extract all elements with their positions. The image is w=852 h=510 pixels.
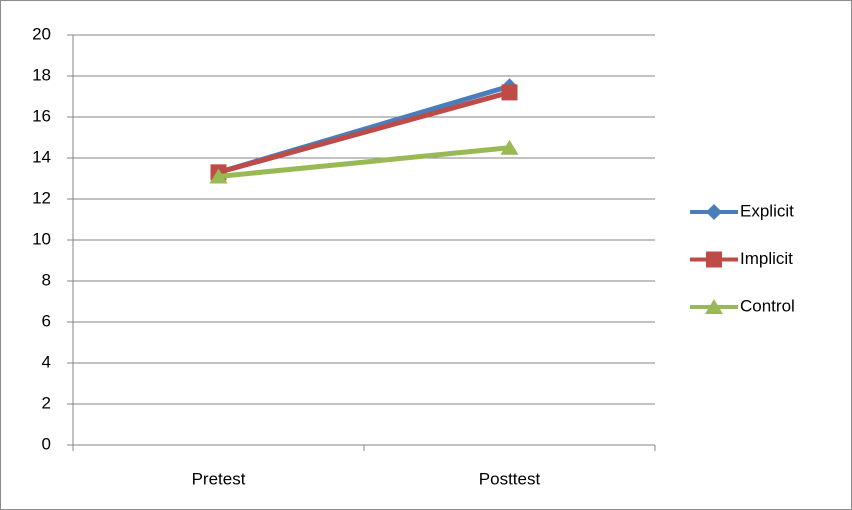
y-tick-label: 6	[42, 311, 51, 330]
y-tick-label: 12	[32, 188, 51, 207]
legend-label: Implicit	[740, 249, 793, 268]
chart: 0 2 4 6 8 10 12 14 16 18 20 Pretest Posttest Explicit…	[0, 0, 852, 510]
y-tick-label: 16	[32, 106, 51, 125]
y-tick-label: 18	[32, 65, 51, 84]
legend-marker	[706, 252, 722, 268]
y-tick-label: 8	[42, 270, 51, 289]
y-tick-label: 14	[32, 147, 51, 166]
y-tick-label: 0	[42, 434, 51, 453]
y-tick-label: 4	[42, 352, 51, 371]
chart-border	[1, 1, 852, 510]
x-tick-label: Posttest	[479, 469, 541, 488]
x-tick-label: Pretest	[192, 469, 246, 488]
y-tick-label: 20	[32, 24, 51, 43]
legend-label: Control	[740, 296, 795, 315]
y-tick-label: 2	[42, 393, 51, 412]
legend-label: Explicit	[740, 201, 794, 220]
y-tick-label: 10	[32, 229, 51, 248]
marker	[502, 84, 518, 100]
